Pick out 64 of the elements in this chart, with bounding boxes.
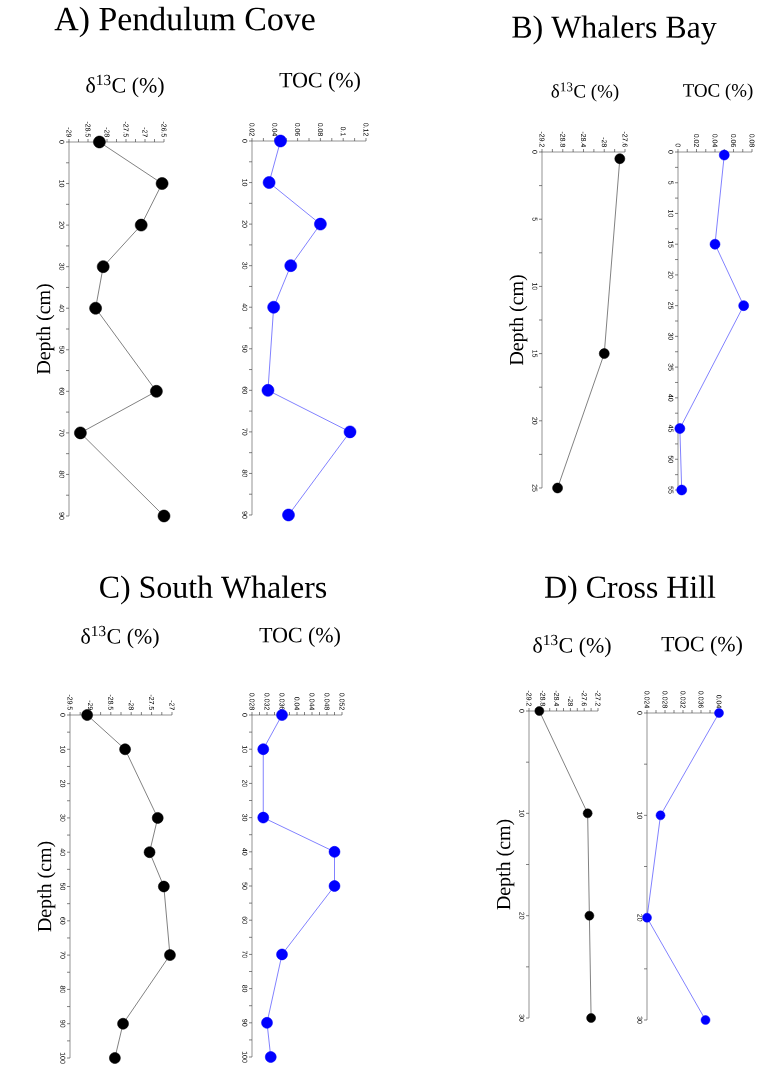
point [261, 1017, 273, 1029]
point [552, 482, 563, 494]
point [655, 810, 666, 821]
point [158, 880, 170, 893]
point [261, 384, 275, 397]
point [74, 426, 87, 440]
chart-title: A) Pendulum Cove [54, 6, 315, 38]
point [284, 259, 298, 272]
point [534, 706, 545, 716]
point [276, 948, 288, 961]
x-axis-title: δ$^{13}$C (%) [533, 634, 611, 658]
point [265, 1051, 277, 1063]
point [719, 149, 730, 161]
point [700, 1015, 711, 1025]
point [709, 238, 721, 250]
point [614, 153, 626, 164]
point [328, 846, 341, 858]
point [642, 912, 652, 923]
point [96, 260, 110, 273]
y-axis-title: Depth (cm) [37, 841, 56, 932]
point [586, 1013, 596, 1023]
x-axis-title: TOC (%) [683, 83, 753, 101]
point [262, 176, 276, 189]
point [282, 508, 295, 522]
x-axis-title: δ$^{13}$C (%) [551, 82, 619, 102]
chart-title: D) Cross Hill [545, 575, 716, 605]
point [134, 218, 148, 232]
point [157, 509, 171, 523]
point [276, 709, 288, 721]
point [143, 846, 156, 858]
point [164, 949, 176, 961]
point [582, 808, 593, 819]
point [314, 217, 327, 231]
point [599, 348, 610, 359]
point [674, 423, 686, 434]
point [119, 743, 131, 756]
point [676, 484, 687, 496]
point [155, 177, 169, 190]
x-axis-title: TOC (%) [661, 636, 742, 656]
y-axis-title: Depth (cm) [496, 819, 515, 910]
x-axis-title: δ$^{13}$C (%) [81, 625, 159, 649]
point [714, 708, 724, 718]
point [117, 1017, 129, 1030]
point [738, 300, 749, 311]
point [81, 709, 93, 721]
y-axis-title: Depth (cm) [36, 284, 55, 375]
point [267, 300, 280, 314]
x-axis-title: δ$^{13}$C (%) [86, 74, 164, 98]
point [274, 134, 287, 148]
point [151, 812, 164, 824]
point [89, 301, 102, 315]
point [93, 135, 106, 149]
point [150, 385, 163, 398]
y-axis-title: Depth (cm) [509, 275, 528, 366]
point [257, 743, 269, 755]
point [257, 811, 269, 824]
chart-title: C) South Whalers [100, 575, 327, 605]
x-axis-title: TOC (%) [259, 627, 340, 647]
point [109, 1052, 121, 1064]
point [343, 425, 357, 439]
point [584, 910, 595, 921]
x-axis-title: TOC (%) [279, 72, 360, 92]
chart-title: B) Whalers Bay [512, 15, 717, 45]
point [328, 880, 341, 892]
